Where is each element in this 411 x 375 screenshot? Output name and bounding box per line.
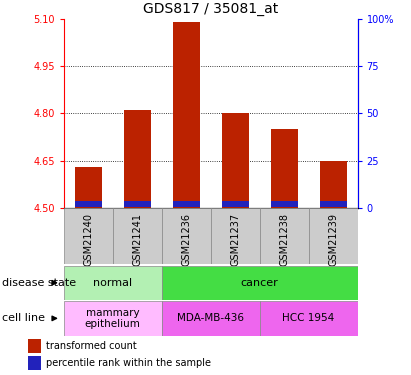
Bar <box>124 110 151 208</box>
Text: disease state: disease state <box>2 278 76 288</box>
Text: transformed count: transformed count <box>46 341 137 351</box>
Text: mammary
epithelium: mammary epithelium <box>85 308 141 329</box>
Bar <box>320 161 346 208</box>
Bar <box>162 266 358 300</box>
Bar <box>113 208 162 264</box>
Bar <box>173 201 200 207</box>
Text: GSM21236: GSM21236 <box>181 213 191 266</box>
Bar <box>260 301 358 336</box>
Bar <box>222 201 249 207</box>
Bar <box>28 339 41 352</box>
Bar <box>270 201 298 207</box>
Bar <box>75 167 102 208</box>
Bar <box>320 201 346 207</box>
Bar <box>222 114 249 208</box>
Text: GSM21239: GSM21239 <box>328 213 338 266</box>
Bar <box>260 208 309 264</box>
Text: normal: normal <box>93 278 132 288</box>
Bar <box>162 208 211 264</box>
Bar <box>64 208 113 264</box>
Bar <box>64 301 162 336</box>
Title: GDS817 / 35081_at: GDS817 / 35081_at <box>143 2 278 16</box>
Text: GSM21237: GSM21237 <box>230 213 240 266</box>
Text: GSM21240: GSM21240 <box>83 213 93 266</box>
Text: percentile rank within the sample: percentile rank within the sample <box>46 358 211 368</box>
Bar <box>173 22 200 208</box>
Text: cancer: cancer <box>241 278 279 288</box>
Bar <box>124 201 151 207</box>
Text: GSM21238: GSM21238 <box>279 213 289 266</box>
Text: cell line: cell line <box>2 314 45 323</box>
Bar <box>211 208 260 264</box>
Text: MDA-MB-436: MDA-MB-436 <box>177 314 244 323</box>
Bar <box>75 201 102 207</box>
Bar <box>64 266 162 300</box>
Text: GSM21241: GSM21241 <box>132 213 142 266</box>
Bar <box>309 208 358 264</box>
Bar <box>270 129 298 208</box>
Bar <box>162 301 260 336</box>
Bar <box>28 356 41 370</box>
Text: HCC 1954: HCC 1954 <box>282 314 335 323</box>
